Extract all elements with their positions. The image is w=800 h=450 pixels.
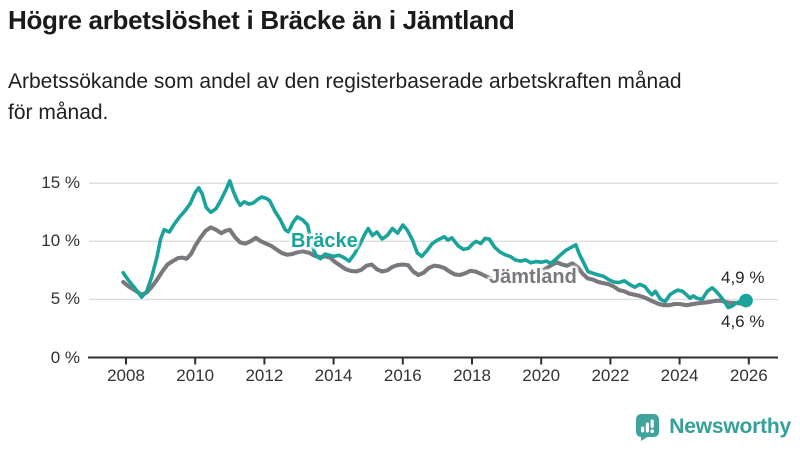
x-axis-label-2008: 2008 [107,366,145,385]
chart-subtitle-line-2: för månad. [8,101,109,124]
chart-title: Högre arbetslöshet i Bräcke än i Jämtlan… [8,5,515,35]
series-label-bracke: Bräcke [291,230,358,252]
x-axis-label-2020: 2020 [522,366,561,385]
x-axis-label-2014: 2014 [314,366,353,385]
series-line-bräcke [121,179,748,310]
x-axis-label-2010: 2010 [176,366,215,385]
series-label-jamtland: Jämtland [489,266,577,288]
y-axis-label-0: 0 % [50,347,80,367]
x-axis-label-2018: 2018 [453,366,491,385]
x-axis-label-2016: 2016 [383,366,422,385]
newsworthy-logo[interactable]: Newsworthy [635,413,791,441]
y-axis-label-10: 10 % [41,231,80,251]
chart-subtitle: Arbetssökande som andel av den registerb… [8,66,788,128]
bar-chart-speech-bubble-icon [636,414,660,441]
x-axis-label-2012: 2012 [245,366,284,385]
end-value-label-bracke: 4,9 % [721,268,765,287]
x-axis-label-2022: 2022 [591,366,630,385]
x-axis-label-2026: 2026 [729,366,768,385]
chart-subtitle-line-1: Arbetssökande som andel av den registerb… [8,70,682,93]
series-line-jämtland [121,225,749,308]
end-dot-bräcke [739,293,753,308]
x-axis-label-2024: 2024 [660,366,699,385]
end-value-label-jamtland: 4,6 % [721,312,765,331]
y-axis-label-15: 15 % [41,173,80,193]
y-axis-label-5: 5 % [50,289,80,309]
brand-name: Newsworthy [669,415,791,438]
